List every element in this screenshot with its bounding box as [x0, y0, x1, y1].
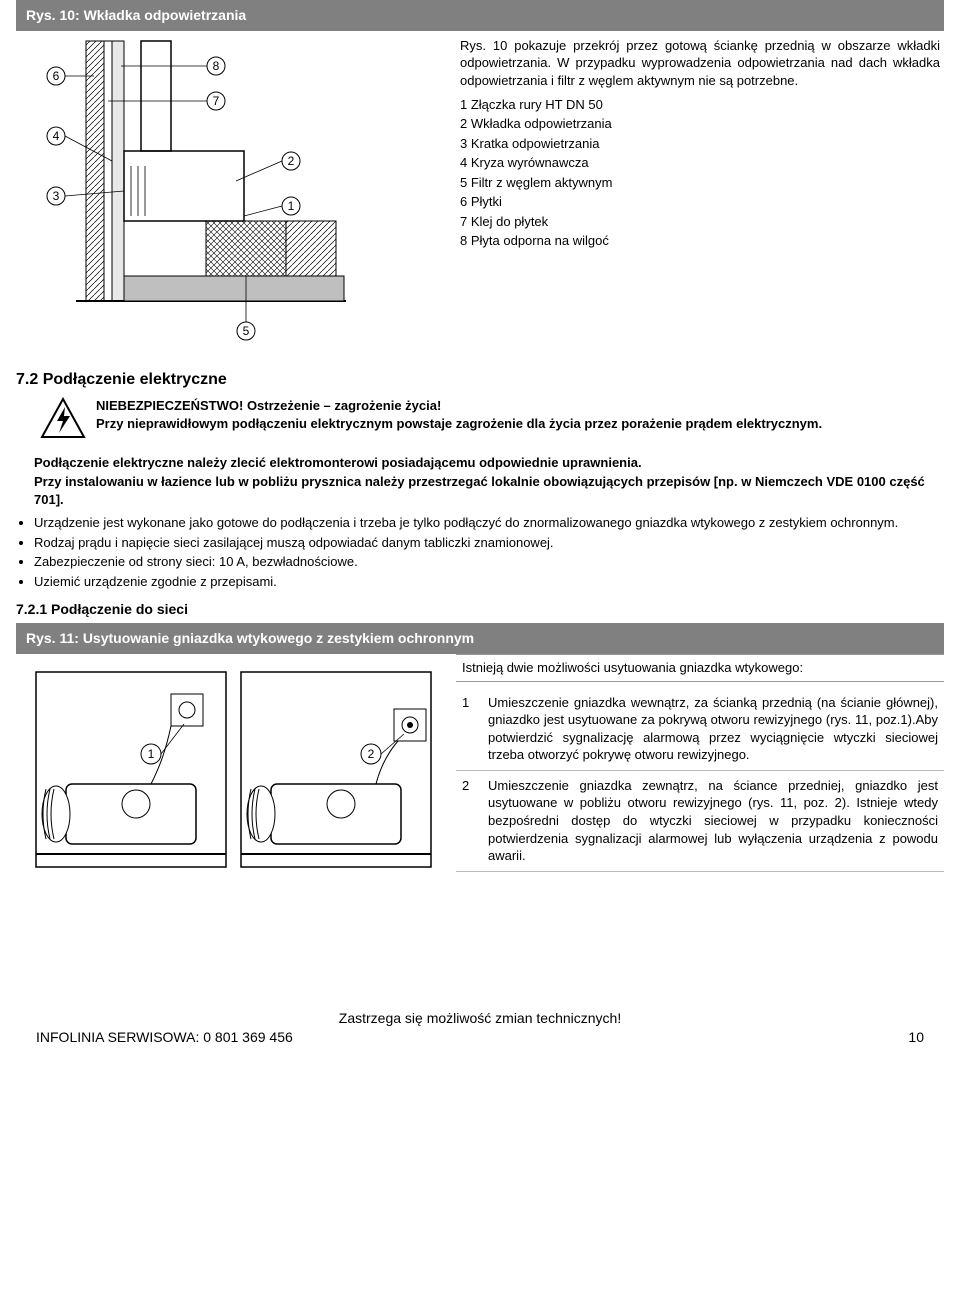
figure-11-row: 1 2 Istnieją dwie możliwości usytuowania…: [16, 654, 944, 889]
legend-item: 1 Złączka rury HT DN 50: [460, 96, 940, 114]
callout-1: 1: [148, 747, 155, 761]
figure-11-diagram: 1 2: [16, 654, 446, 889]
page-number: 10: [908, 1028, 924, 1047]
callout-2: 2: [368, 747, 375, 761]
warning-body: Przy nieprawidłowym podłączeniu elektryc…: [96, 415, 822, 433]
figure-10-legend: 1 Złączka rury HT DN 50 2 Wkładka odpowi…: [460, 96, 940, 250]
section-7-2-heading: 7.2 Podłączenie elektryczne: [16, 369, 944, 391]
electric-hazard-icon: [40, 397, 86, 444]
figure-11-text: Istnieją dwie możliwości usytuowania gni…: [456, 654, 944, 889]
warning-block: NIEBEZPIECZEŃSTWO! Ostrzeżenie – zagroże…: [16, 397, 944, 444]
callout-7: 7: [213, 94, 220, 108]
footer-line-1: Zastrzega się możliwość zmian techniczny…: [16, 1009, 944, 1028]
legend-item: 6 Płytki: [460, 193, 940, 211]
figure-11-item-2: 2 Umieszczenie gniazdka zewnątrz, na ści…: [456, 771, 944, 872]
legend-item: 5 Filtr z węglem aktywnym: [460, 174, 940, 192]
legend-item: 8 Płyta odporna na wilgoć: [460, 232, 940, 250]
figure-10-row: 6 4 3 8 7 2 1 5 Rys. 10 pokazuje przekró…: [16, 31, 944, 356]
bullet-item: Podłączenie elektryczne należy zlecić el…: [34, 455, 642, 470]
callout-2: 2: [288, 154, 295, 168]
bullet-item: Rodzaj prądu i napięcie sieci zasilające…: [34, 534, 944, 552]
section-7-2-bullets: Urządzenie jest wykonane jako gotowe do …: [16, 514, 944, 590]
callout-6: 6: [53, 69, 60, 83]
figure-10-text: Rys. 10 pokazuje przekrój przez gotową ś…: [456, 31, 944, 356]
figure-10-diagram: 6 4 3 8 7 2 1 5: [16, 31, 446, 356]
legend-item: 7 Klej do płytek: [460, 213, 940, 231]
callout-3: 3: [53, 189, 60, 203]
bullet-item: Urządzenie jest wykonane jako gotowe do …: [34, 514, 944, 532]
callout-4: 4: [53, 129, 60, 143]
page-footer: Zastrzega się możliwość zmian techniczny…: [16, 1009, 944, 1047]
section-7-2-1-heading: 7.2.1 Podłączenie do sieci: [16, 600, 944, 619]
legend-item: 3 Kratka odpowietrzania: [460, 135, 940, 153]
item-number: 1: [462, 694, 478, 764]
legend-item: 4 Kryza wyrównawcza: [460, 154, 940, 172]
callout-1: 1: [288, 199, 295, 213]
bullet-item: Uziemić urządzenie zgodnie z przepisami.: [34, 573, 944, 591]
figure-10-title: Rys. 10: Wkładka odpowietrzania: [16, 0, 944, 31]
section-7-2-bullets-bold: Podłączenie elektryczne należy zlecić el…: [16, 454, 944, 509]
warning-title: NIEBEZPIECZEŃSTWO! Ostrzeżenie – zagroże…: [96, 397, 822, 415]
legend-item: 2 Wkładka odpowietrzania: [460, 115, 940, 133]
callout-8: 8: [213, 59, 220, 73]
figure-10-intro: Rys. 10 pokazuje przekrój przez gotową ś…: [460, 37, 940, 90]
callout-5: 5: [243, 324, 250, 338]
figure-11-title: Rys. 11: Usytuowanie gniazdka wtykowego …: [16, 623, 944, 654]
item-text: Umieszczenie gniazdka zewnątrz, na ścian…: [488, 777, 938, 865]
bullet-item: Przy instalowaniu w łazience lub w pobli…: [34, 474, 925, 507]
item-number: 2: [462, 777, 478, 865]
item-text: Umieszczenie gniazdka wewnątrz, za ścian…: [488, 694, 938, 764]
figure-11-intro: Istnieją dwie możliwości usytuowania gni…: [456, 654, 944, 682]
footer-hotline: INFOLINIA SERWISOWA: 0 801 369 456: [36, 1028, 293, 1047]
figure-11-item-1: 1 Umieszczenie gniazdka wewnątrz, za ści…: [456, 688, 944, 771]
bullet-item: Zabezpieczenie od strony sieci: 10 A, be…: [34, 553, 944, 571]
